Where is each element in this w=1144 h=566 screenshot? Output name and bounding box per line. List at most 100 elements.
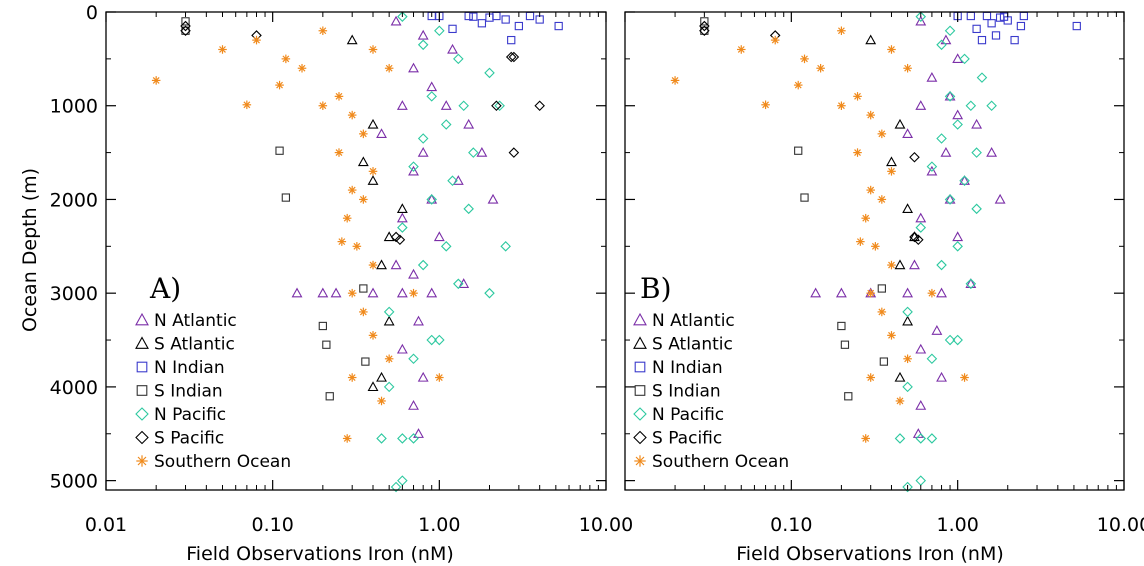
data-point: [986, 100, 997, 112]
legend-label: N Atlantic: [652, 311, 735, 331]
panel-a-legend: N Atlantic S Atlantic N Indian S Indian N Pa…: [135, 311, 291, 472]
data-point: [368, 45, 378, 54]
data-point: [909, 151, 920, 163]
panel-b-x-axis-label: Field Observations Iron (nM): [736, 543, 1004, 565]
data-point: [976, 72, 988, 83]
data-point: [940, 146, 952, 157]
data-point: [347, 373, 357, 382]
data-point: [383, 381, 395, 393]
data-point: [972, 24, 981, 34]
x-tick-label: 10.00: [1097, 514, 1144, 536]
data-point: [902, 287, 914, 298]
data-point: [960, 373, 969, 382]
data-point: [915, 475, 927, 486]
data-point: [463, 203, 474, 215]
data-point: [494, 100, 505, 112]
data-point: [396, 100, 408, 110]
data-point: [944, 193, 956, 204]
data-point: [508, 51, 520, 63]
data-point: [794, 146, 803, 155]
y-tick-label: 3000: [50, 283, 98, 305]
data-point: [396, 212, 408, 223]
data-point: [317, 287, 329, 298]
data-point: [337, 237, 347, 246]
data-point: [840, 340, 850, 349]
legend-marker: [136, 455, 148, 467]
data-point: [352, 242, 362, 251]
data-point: [894, 259, 906, 270]
data-point: [844, 392, 853, 401]
data-point: [408, 165, 419, 176]
legend-label: N Atlantic: [154, 311, 237, 331]
y-axis-label: Ocean Depth (m): [19, 168, 41, 332]
data-point: [359, 129, 368, 139]
data-point: [915, 100, 927, 110]
series-s-atlantic: [346, 34, 408, 392]
data-point: [383, 315, 395, 326]
data-point: [913, 234, 924, 246]
data-point: [903, 63, 912, 73]
data-point: [977, 35, 987, 45]
data-point: [426, 287, 438, 298]
series-n-atlantic: [291, 15, 499, 438]
legend-label: S Pacific: [652, 429, 722, 449]
data-point: [894, 371, 906, 382]
legend-marker: [136, 385, 148, 396]
data-point: [330, 287, 342, 298]
data-point: [837, 26, 846, 36]
data-point: [180, 20, 191, 32]
data-point: [982, 11, 992, 21]
data-point: [865, 34, 877, 45]
data-point: [469, 12, 478, 21]
data-point: [800, 193, 809, 202]
data-point: [944, 334, 956, 346]
data-point: [903, 354, 912, 364]
data-point: [966, 11, 975, 21]
panel-a: 0.01 0.10 1.00 10.00 0 1000 2000 3000 4000 5000 A…: [0, 0, 634, 565]
panel-a-label: A): [149, 272, 181, 305]
data-point: [426, 194, 437, 205]
data-point: [242, 100, 252, 110]
data-point: [359, 284, 368, 293]
data-point: [501, 15, 510, 24]
legend-marker: [633, 336, 647, 349]
data-point: [952, 334, 963, 346]
data-point: [837, 101, 846, 111]
data-point: [554, 21, 563, 31]
data-point: [902, 203, 914, 213]
series-southern-ocean: [151, 26, 444, 443]
data-point: [915, 212, 927, 223]
legend-label: N Pacific: [154, 405, 226, 425]
data-point: [367, 381, 379, 392]
data-point: [487, 193, 499, 204]
data-point: [994, 193, 1006, 204]
data-point: [368, 167, 378, 176]
data-point: [991, 31, 1001, 40]
data-point: [866, 110, 875, 120]
data-point: [894, 118, 906, 129]
data-point: [408, 161, 419, 172]
data-point: [318, 26, 328, 36]
data-point: [377, 396, 386, 406]
data-point: [181, 17, 190, 26]
data-point: [367, 287, 379, 298]
panel-a-plot-area: [0, 0, 1, 1]
data-point: [736, 45, 746, 54]
data-point: [1019, 11, 1029, 21]
data-point: [384, 354, 394, 364]
data-point: [408, 268, 419, 279]
data-point: [927, 288, 937, 298]
data-point: [902, 315, 914, 326]
data-point: [936, 371, 947, 382]
data-point: [936, 259, 947, 271]
x-tick-label: 0.10: [252, 514, 294, 536]
data-point: [853, 148, 862, 157]
data-point: [376, 433, 387, 444]
legend-marker: [135, 430, 149, 445]
series-n-indian: [953, 11, 1081, 45]
data-point: [435, 373, 444, 382]
data-point: [861, 434, 870, 443]
data-point: [835, 287, 847, 298]
data-point: [426, 193, 438, 204]
